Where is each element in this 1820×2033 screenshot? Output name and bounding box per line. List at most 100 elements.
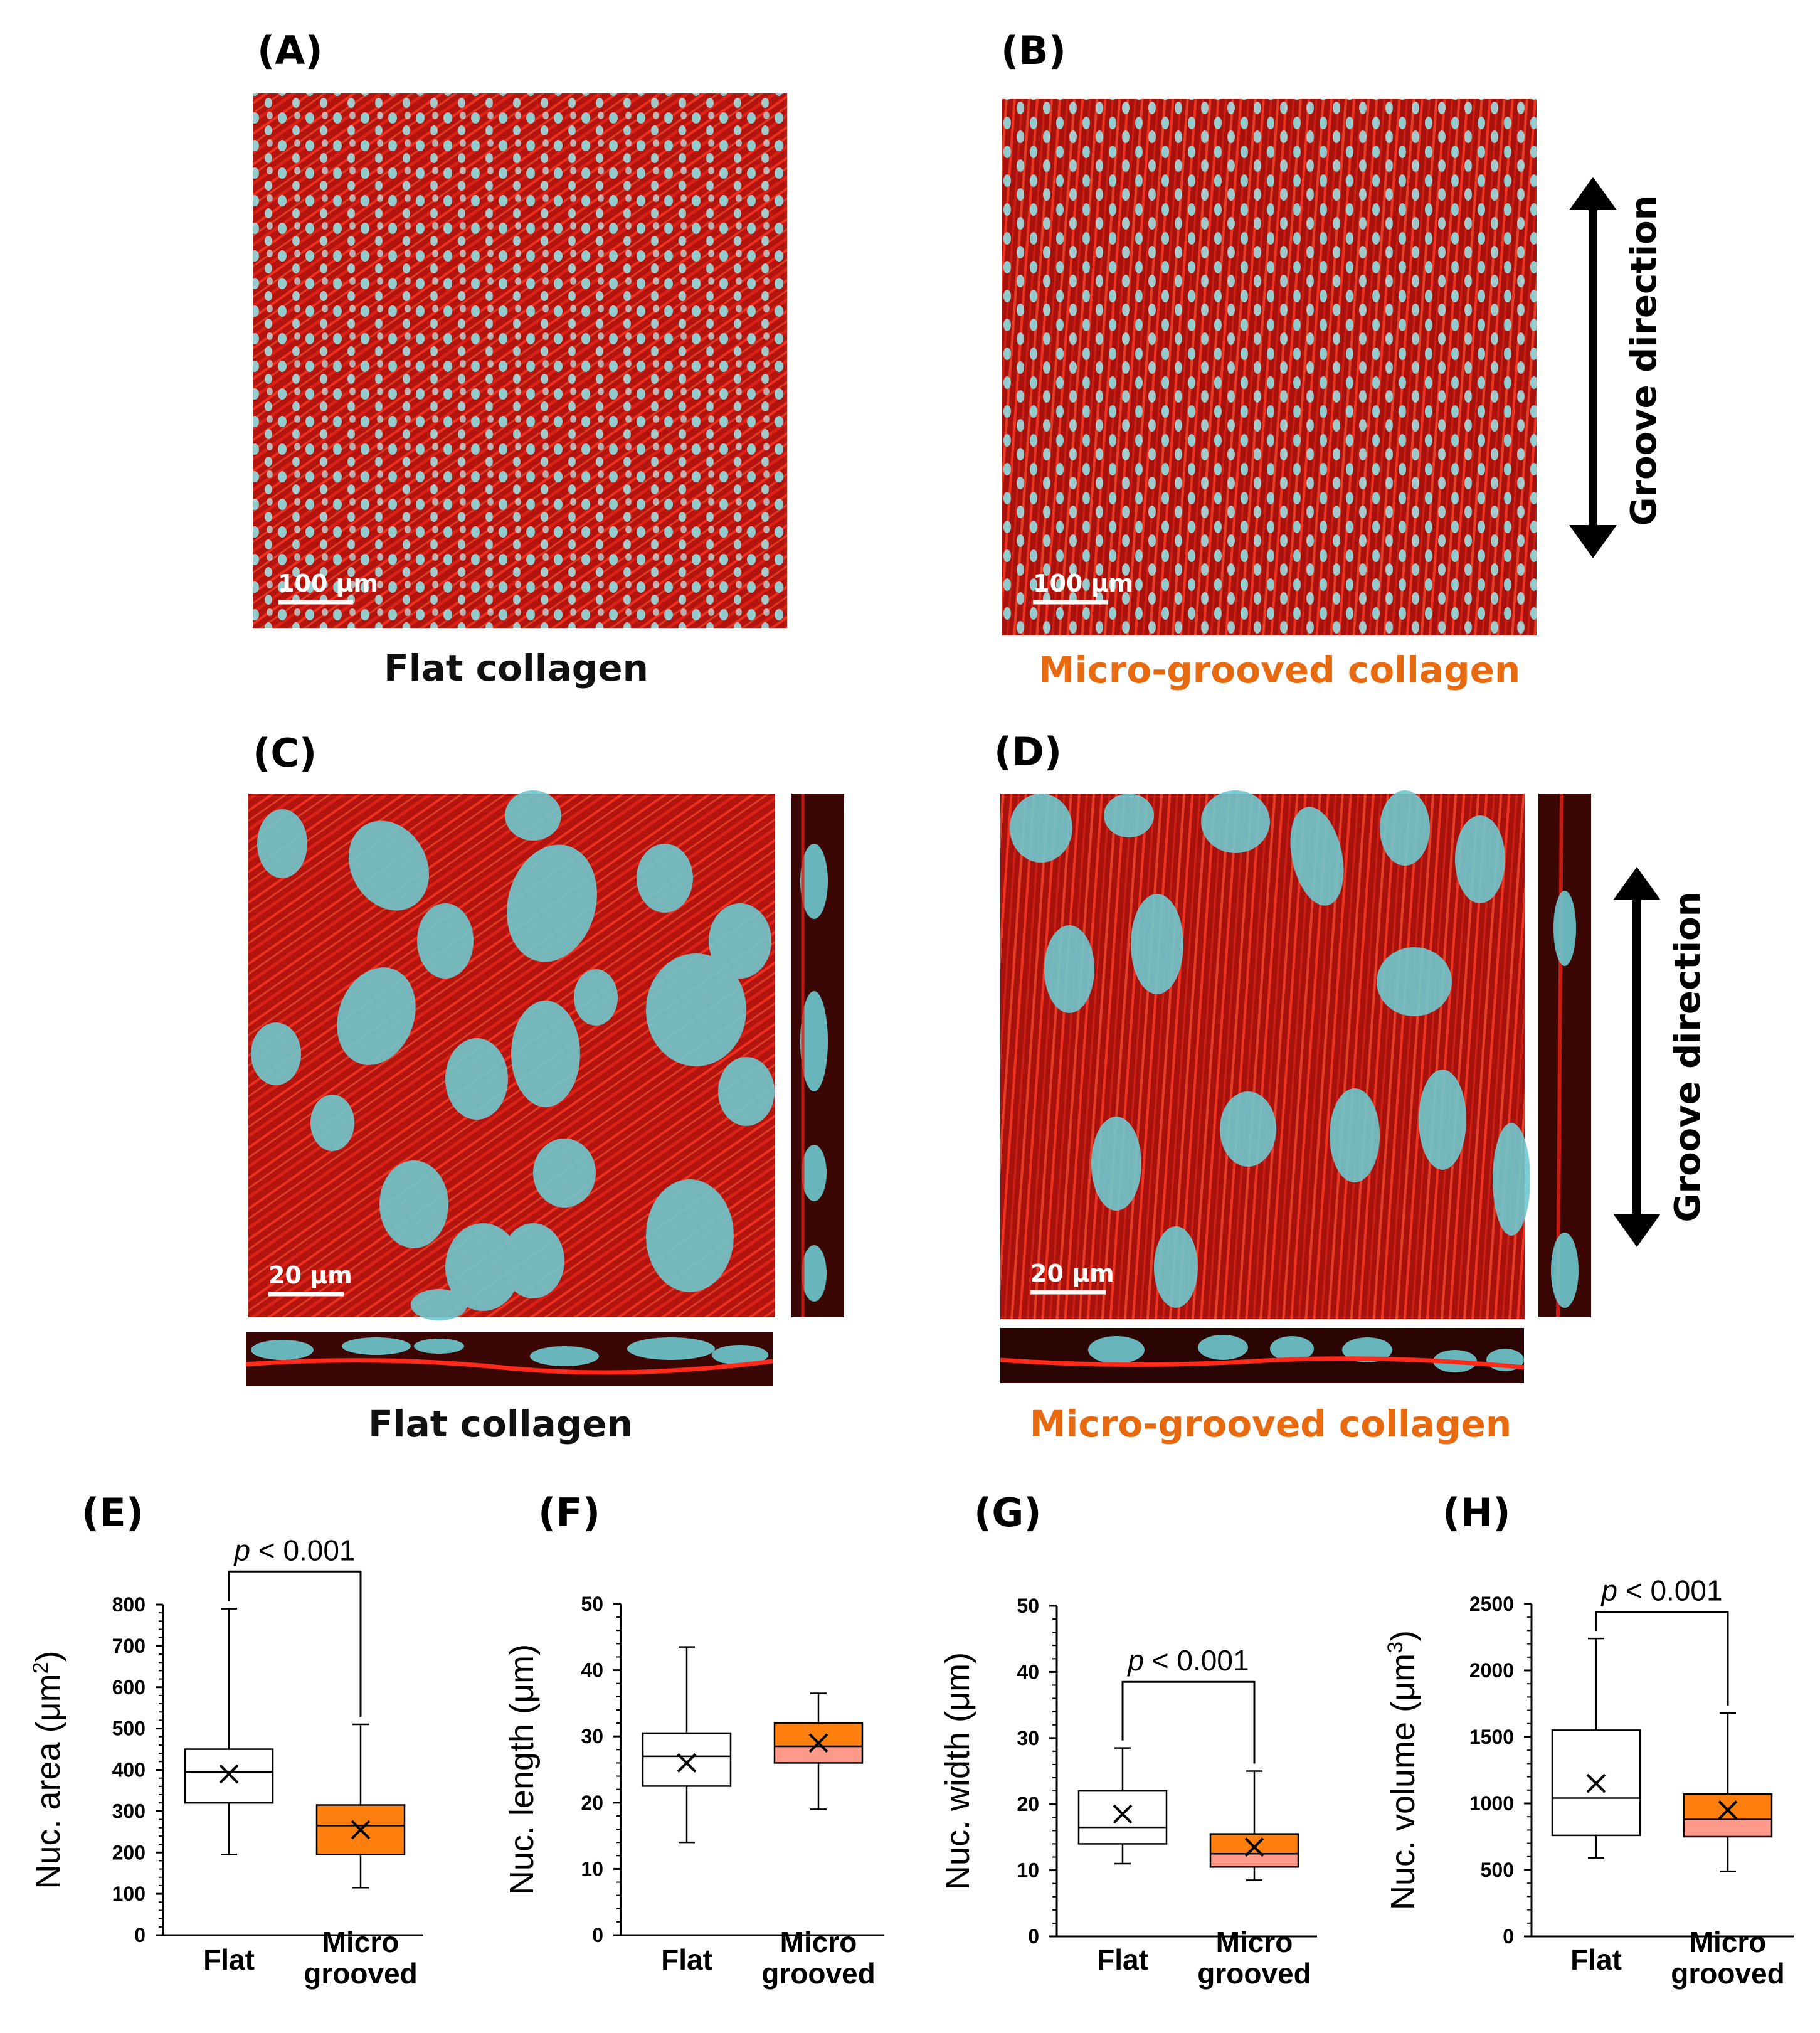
box-body: [1077, 1790, 1168, 1845]
category-label: Flat: [1097, 1943, 1148, 1976]
y-tick-label: 30: [1017, 1727, 1039, 1749]
y-tick-label: 50: [581, 1593, 603, 1615]
scale-bar-a-label: 100 μm: [278, 570, 378, 597]
mean-marker: [808, 1733, 828, 1753]
box-outline: [773, 1722, 864, 1764]
groove-direction-label-b: Groove direction: [1624, 196, 1664, 526]
box-flat: [1077, 1747, 1168, 1865]
box-micro-grooved: [773, 1692, 864, 1810]
box-outline: [1209, 1833, 1299, 1868]
category-label: grooved: [1671, 1957, 1784, 1990]
y-tick-label: 40: [581, 1659, 603, 1682]
box-upper-half: [1684, 1794, 1772, 1820]
box-outline: [1683, 1793, 1773, 1838]
box-body: [184, 1748, 274, 1804]
chart-panel-label: (E): [82, 1490, 144, 1536]
panel-d-caption: Micro-grooved collagen: [1030, 1403, 1511, 1445]
category-label: Flat: [203, 1943, 255, 1976]
box-micro-grooved: [315, 1723, 406, 1889]
mean-marker: [1244, 1837, 1264, 1857]
box-lower-half: [1684, 1819, 1772, 1837]
box-lower-half: [775, 1746, 862, 1763]
y-tick-label: 1000: [1469, 1792, 1514, 1815]
y-tick-label: 20: [1017, 1793, 1039, 1815]
panel-d-label: (D): [994, 729, 1062, 775]
groove-arrow-b: [1569, 177, 1617, 558]
y-tick-label: 500: [1481, 1859, 1514, 1881]
y-tick-label: 100: [112, 1882, 145, 1905]
micrograph-d: [1000, 790, 1591, 1383]
mean-marker: [351, 1820, 371, 1840]
micrograph-a: [253, 93, 787, 628]
box-lower-half: [1210, 1854, 1298, 1867]
y-tick-label: 50: [1017, 1595, 1039, 1617]
y-tick-label: 0: [134, 1924, 145, 1946]
chart-panel-label: (F): [538, 1490, 600, 1536]
box-flat: [1551, 1637, 1641, 1859]
micrograph-b: [1002, 99, 1537, 635]
panel-b-caption: Micro-grooved collagen: [1039, 649, 1520, 691]
box-upper-half: [1210, 1834, 1298, 1854]
significance-label: p < 0.001: [1600, 1574, 1722, 1607]
mean-marker: [677, 1753, 697, 1773]
y-tick-label: 40: [1017, 1660, 1039, 1683]
category-label: Micro: [1216, 1926, 1293, 1958]
box-flat: [184, 1608, 274, 1855]
y-axis-label: Nuc. volume (μm3): [1384, 1630, 1422, 1910]
y-axis-label: Nuc. length (μm): [503, 1644, 541, 1895]
category-label: grooved: [1197, 1957, 1311, 1990]
y-tick-label: 1500: [1469, 1726, 1514, 1748]
significance-bracket: [1121, 1680, 1256, 1764]
significance-label: p < 0.001: [233, 1534, 355, 1566]
scale-bar-c-label: 20 μm: [268, 1261, 352, 1289]
y-tick-label: 20: [581, 1791, 603, 1814]
chart-f: (F) 0 10 20 30 40 50 Nuc. length (μm) Flat Microg…: [503, 1490, 884, 1990]
panel-c-caption: Flat collagen: [368, 1403, 633, 1445]
y-tick-label: 500: [112, 1717, 145, 1740]
panel-a-caption: Flat collagen: [384, 647, 648, 689]
mean-marker: [1113, 1804, 1133, 1824]
chart-e: (E) 0 100 200 300 400 500 600 700 800 Nuc. area (μ…: [29, 1490, 423, 1990]
mean-marker: [1718, 1800, 1738, 1820]
y-tick-label: 0: [1028, 1925, 1039, 1948]
panel-a-label: (A): [257, 28, 323, 73]
significance-bracket: [1595, 1611, 1729, 1706]
panel-c-label: (C): [253, 730, 317, 776]
micrograph-c: [245, 790, 844, 1386]
y-tick-label: 2500: [1469, 1593, 1514, 1615]
y-tick-label: 10: [581, 1857, 603, 1880]
category-label: grooved: [304, 1957, 417, 1990]
mean-marker: [219, 1764, 239, 1784]
chart-g: (G) 0 10 20 30 40 50 Nuc. width (μm) Flat Microgr…: [939, 1490, 1317, 1990]
y-tick-label: 400: [112, 1759, 145, 1781]
y-tick-label: 10: [1017, 1859, 1039, 1882]
category-label: Flat: [1570, 1943, 1622, 1976]
panel-b: (B) 100 μm Micro-grooved collagen Groove…: [1001, 28, 1664, 691]
scale-bar-d-label: 20 μm: [1030, 1260, 1114, 1287]
box-flat: [642, 1646, 732, 1844]
box-micro-grooved: [1209, 1770, 1299, 1881]
box-body: [642, 1732, 732, 1787]
groove-direction-label-d: Groove direction: [1668, 892, 1708, 1223]
y-tick-label: 300: [112, 1800, 145, 1822]
panel-c: (C): [245, 730, 844, 1445]
y-axis-label: Nuc. area (μm2): [29, 1650, 67, 1889]
y-tick-label: 0: [1503, 1925, 1514, 1948]
panel-a: (A) 100 μm Flat collagen: [253, 28, 787, 689]
mean-marker: [1586, 1773, 1606, 1793]
y-tick-label: 800: [112, 1593, 145, 1616]
box-outline: [315, 1804, 406, 1855]
y-tick-label: 2000: [1469, 1659, 1514, 1682]
panel-b-label: (B): [1001, 28, 1066, 73]
category-label: Micro: [780, 1926, 857, 1958]
category-label: Micro: [322, 1926, 399, 1958]
y-tick-label: 700: [112, 1635, 145, 1657]
panel-d: (D): [994, 729, 1708, 1445]
scale-bar-b-label: 100 μm: [1033, 570, 1133, 597]
category-label: Flat: [661, 1943, 712, 1976]
category-label: Micro: [1690, 1926, 1767, 1958]
significance-label: p < 0.001: [1126, 1644, 1249, 1677]
box-micro-grooved: [1683, 1712, 1773, 1872]
groove-arrow-d: [1613, 867, 1661, 1247]
